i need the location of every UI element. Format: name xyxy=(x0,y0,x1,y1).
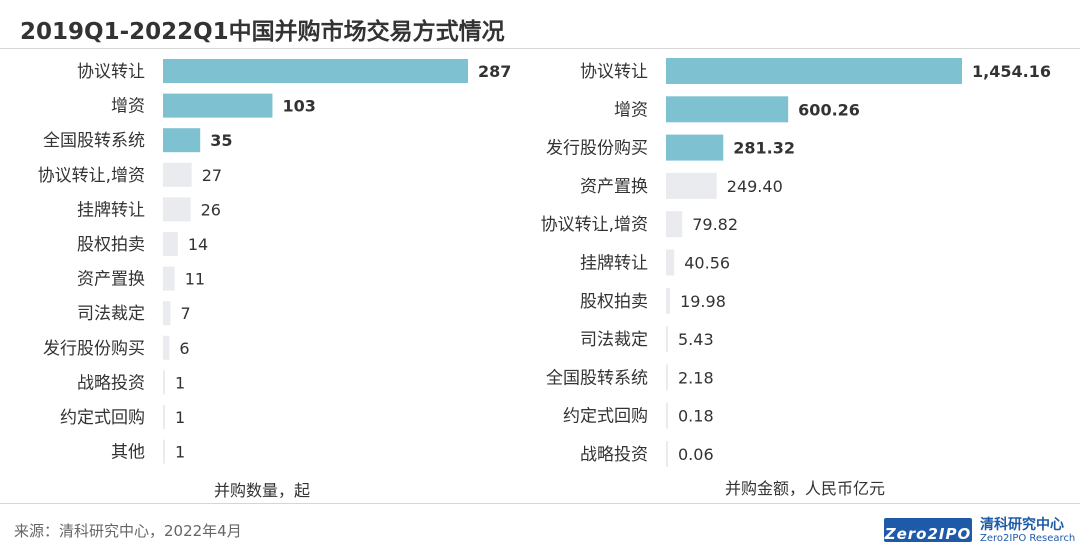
bar xyxy=(666,96,789,123)
category-label: 股权拍卖 xyxy=(580,292,648,312)
value-label: 1 xyxy=(175,408,185,427)
category-label: 协议转让 xyxy=(580,62,648,82)
source-note: 来源：清科研究中心，2022年4月 xyxy=(14,522,242,540)
deal-amount-chart: 协议转让 1,454.16 增资 600.26 发行股份购买 281.32 资产置换 249.… xyxy=(541,58,1051,498)
category-label: 发行股份购买 xyxy=(546,139,648,159)
bar xyxy=(666,402,668,429)
bar xyxy=(666,287,671,314)
x-axis-label: 并购金额，人民币亿元 xyxy=(725,479,885,498)
value-label: 40.56 xyxy=(684,254,730,273)
category-label: 其他 xyxy=(111,443,145,463)
logo-english-name: Zero2IPO Research xyxy=(980,533,1076,544)
bar xyxy=(163,405,165,429)
category-label: 约定式回购 xyxy=(60,408,145,428)
category-label: 增资 xyxy=(111,97,145,117)
footer-divider xyxy=(0,503,1080,504)
category-label: 司法裁定 xyxy=(77,304,145,324)
value-label: 0.18 xyxy=(678,407,714,426)
chart-title: 2019Q1-2022Q1中国并购市场交易方式情况 xyxy=(20,19,505,45)
value-label: 1 xyxy=(175,443,185,462)
bar xyxy=(163,439,165,464)
deal-count-chart: 协议转让 287 增资 103 全国股转系统 35 协议转让,增资 27 挂牌转让 26 股权拍卖 1… xyxy=(38,59,511,500)
value-label: 1,454.16 xyxy=(972,62,1051,81)
value-label: 7 xyxy=(180,304,190,323)
category-label: 股权拍卖 xyxy=(77,235,145,255)
bar xyxy=(666,249,675,276)
category-label: 挂牌转让 xyxy=(580,254,648,274)
bar xyxy=(163,128,201,153)
value-label: 6 xyxy=(179,339,189,358)
category-label: 协议转让,增资 xyxy=(541,215,648,235)
value-label: 79.82 xyxy=(692,215,738,234)
bar xyxy=(163,232,178,256)
value-label: 26 xyxy=(201,200,221,219)
bar xyxy=(163,301,171,326)
value-label: 27 xyxy=(202,166,222,185)
zero2ipo-logo: Zero2IPO 清科研究中心 Zero2IPO Research xyxy=(884,512,1076,548)
category-label: 协议转让 xyxy=(77,62,145,82)
value-label: 11 xyxy=(185,270,205,289)
x-axis-label: 并购数量，起 xyxy=(214,481,310,500)
bar xyxy=(666,172,717,199)
bar xyxy=(163,370,165,395)
category-label: 司法裁定 xyxy=(580,330,648,350)
value-label: 1 xyxy=(175,373,185,392)
value-label: 281.32 xyxy=(733,139,795,158)
bar xyxy=(666,134,724,161)
bar xyxy=(163,93,273,118)
logo-mark: Zero2IPO xyxy=(884,518,972,543)
category-label: 挂牌转让 xyxy=(77,200,145,220)
value-label: 14 xyxy=(188,235,208,254)
category-label: 战略投资 xyxy=(580,445,648,465)
value-label: 2.18 xyxy=(678,368,714,387)
logo-mark-text: Zero2IPO xyxy=(884,525,972,543)
value-label: 5.43 xyxy=(678,330,714,349)
category-label: 约定式回购 xyxy=(563,407,648,427)
category-label: 全国股转系统 xyxy=(546,368,648,388)
bar xyxy=(666,364,668,391)
value-label: 35 xyxy=(210,131,232,150)
value-label: 19.98 xyxy=(680,292,726,311)
value-label: 0.06 xyxy=(678,445,714,464)
category-label: 增资 xyxy=(614,100,648,120)
bar xyxy=(666,326,668,353)
title-divider xyxy=(0,48,1080,49)
value-label: 600.26 xyxy=(798,100,860,119)
category-label: 发行股份购买 xyxy=(43,339,145,359)
value-label: 103 xyxy=(282,97,315,116)
bar xyxy=(163,162,192,187)
bar xyxy=(163,335,170,360)
category-label: 资产置换 xyxy=(580,177,648,197)
bar xyxy=(666,441,668,467)
category-label: 战略投资 xyxy=(77,373,145,393)
logo-chinese-name: 清科研究中心 xyxy=(980,517,1064,533)
value-label: 287 xyxy=(478,62,511,81)
category-label: 全国股转系统 xyxy=(43,131,145,151)
bar xyxy=(666,58,962,84)
bar xyxy=(163,197,191,222)
value-label: 249.40 xyxy=(727,177,783,196)
bar xyxy=(163,266,175,291)
bar xyxy=(163,59,468,83)
category-label: 协议转让,增资 xyxy=(38,166,145,186)
bar xyxy=(666,211,683,238)
category-label: 资产置换 xyxy=(77,270,145,290)
